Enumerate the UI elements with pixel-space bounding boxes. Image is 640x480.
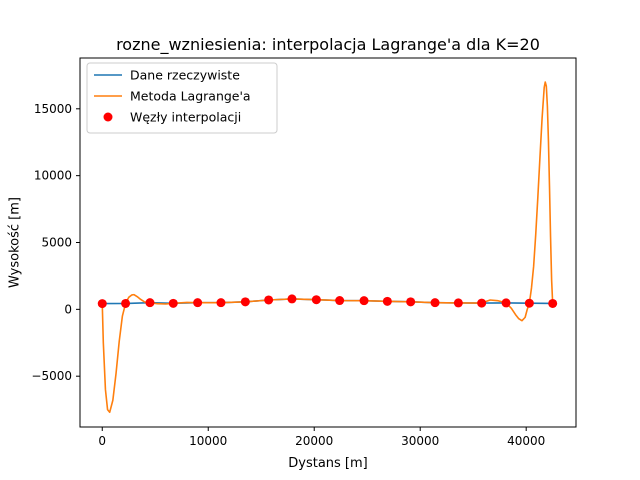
- interpolation-node-point: [121, 298, 131, 308]
- interpolation-node-point: [406, 297, 416, 307]
- interpolation-node-point: [311, 295, 321, 305]
- legend-label: Metoda Lagrange'a: [130, 89, 251, 104]
- interpolation-node-point: [477, 298, 487, 308]
- x-tick-label: 40000: [507, 434, 545, 448]
- y-axis-label: Wysokość [m]: [8, 197, 23, 288]
- interpolation-node-point: [382, 296, 392, 306]
- interpolation-node-point: [168, 298, 178, 308]
- interpolation-node-point: [335, 296, 345, 306]
- interpolation-node-point: [548, 298, 558, 308]
- interpolation-node-point: [240, 297, 250, 307]
- interpolation-node-point: [97, 299, 107, 309]
- chart-title: rozne_wzniesienia: interpolacja Lagrange…: [116, 35, 540, 55]
- interpolation-node-point: [453, 298, 463, 308]
- x-tick-label: 10000: [189, 434, 227, 448]
- interpolation-node-point: [216, 298, 226, 308]
- interpolation-node-point: [287, 294, 297, 304]
- interpolation-node-point: [359, 296, 369, 306]
- y-tick-label: 0: [64, 302, 72, 316]
- y-tick-label: −5000: [31, 369, 72, 383]
- legend-label: Dane rzeczywiste: [130, 68, 240, 83]
- legend-box: [86, 62, 278, 134]
- x-axis-label: Dystans [m]: [288, 456, 368, 471]
- x-tick-label: 20000: [295, 434, 333, 448]
- interpolation-node-point: [264, 295, 274, 305]
- interpolation-node-point: [430, 298, 440, 308]
- x-tick-label: 30000: [401, 434, 439, 448]
- y-tick-label: 5000: [41, 236, 72, 250]
- legend-marker-swatch: [103, 112, 113, 122]
- legend-label: Węzły interpolacji: [130, 110, 241, 125]
- axis-ticks: 0 10000 20000 30000 40000 −5000 0 5000 10000 1500…: [31, 102, 545, 448]
- y-tick-label: 10000: [34, 169, 72, 183]
- interpolation-node-point: [193, 298, 203, 308]
- plot-series: [97, 81, 558, 414]
- legend: Dane rzeczywiste Metoda Lagrange'a Węzły i…: [86, 62, 278, 134]
- interpolation-node-point: [501, 298, 511, 308]
- interpolation-node-point: [524, 298, 534, 308]
- plot-area: [97, 81, 558, 414]
- x-tick-label: 0: [98, 434, 106, 448]
- y-tick-label: 15000: [34, 102, 72, 116]
- interpolation-node-point: [145, 298, 155, 308]
